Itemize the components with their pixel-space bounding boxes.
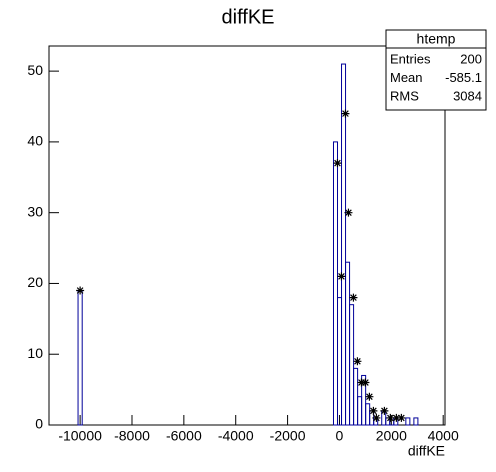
- stats-box: [385, 29, 487, 111]
- marker: [369, 406, 378, 415]
- y-tick-label: 50: [27, 62, 43, 78]
- histogram-bar: [405, 417, 411, 426]
- x-tick-label: 2000: [376, 428, 407, 444]
- x-tick-label: -6000: [166, 428, 202, 444]
- marker: [380, 406, 389, 415]
- marker: [397, 413, 406, 422]
- histogram-bar: [413, 417, 419, 426]
- marker: [344, 208, 353, 217]
- y-tick-label: 20: [27, 274, 43, 290]
- marker: [386, 413, 395, 422]
- histogram-bar: [341, 63, 347, 426]
- marker: [365, 392, 374, 401]
- y-tick-label: 40: [27, 133, 43, 149]
- marker: [341, 109, 350, 118]
- x-tick-label: -4000: [218, 428, 254, 444]
- marker: [349, 293, 358, 302]
- stats-title: htemp: [417, 31, 456, 47]
- x-tick-label: -2000: [270, 428, 306, 444]
- histogram-bar: [332, 141, 339, 426]
- x-tick-label: -8000: [114, 428, 150, 444]
- x-tick-label: 0: [336, 428, 344, 444]
- stats-label: Entries: [390, 51, 431, 66]
- marker: [392, 413, 401, 422]
- stats-label: Mean: [390, 70, 423, 85]
- marker: [333, 159, 342, 168]
- chart-title: diffKE: [222, 6, 275, 28]
- histogram-bar: [349, 304, 355, 426]
- y-tick-label: 0: [35, 416, 43, 432]
- stats-label: RMS: [390, 88, 419, 103]
- stats-value: 3084: [453, 88, 482, 103]
- x-axis-label: diffKE: [408, 443, 445, 459]
- y-tick-label: 10: [27, 345, 43, 361]
- marker: [76, 286, 85, 295]
- histogram-bar: [361, 374, 367, 426]
- marker: [353, 357, 362, 366]
- plot-frame: [48, 45, 446, 426]
- stats-value: -585.1: [445, 70, 482, 85]
- y-tick-label: 30: [27, 203, 43, 219]
- x-tick-label: -10000: [58, 428, 102, 444]
- marker: [337, 272, 346, 281]
- marker: [372, 413, 381, 422]
- x-tick-label: 4000: [428, 428, 459, 444]
- stats-value: 200: [460, 51, 482, 66]
- marker: [361, 378, 370, 387]
